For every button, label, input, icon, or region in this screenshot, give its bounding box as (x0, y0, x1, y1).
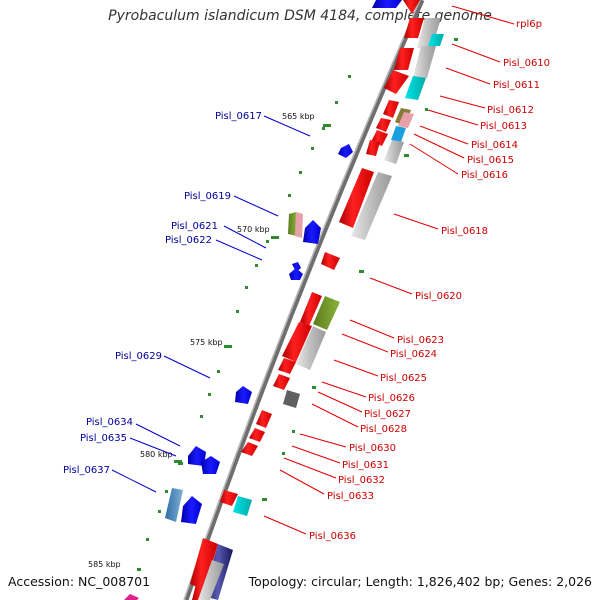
reverse-genes (124, 0, 402, 600)
gene-arrow (278, 358, 296, 374)
gene-arrow (366, 140, 380, 156)
gene-label[interactable]: Pisl_0630 (349, 443, 396, 454)
gene-label[interactable]: Pisl_0624 (390, 349, 437, 360)
gene-arrow (313, 296, 340, 330)
reverse-leaders (111, 115, 311, 493)
tick-mark (174, 460, 182, 463)
gene-arrow (220, 490, 238, 506)
gene-label[interactable]: Pisl_0619 (184, 191, 231, 202)
gene-label[interactable]: Pisl_0623 (397, 335, 444, 346)
gene-label[interactable]: Pisl_0631 (342, 460, 389, 471)
tick-mark (271, 236, 279, 239)
gene-arrow (417, 18, 441, 48)
forward-leaders (263, 5, 515, 535)
gene-arrow (256, 410, 272, 428)
tick-mark (224, 345, 232, 348)
genome-backbone-highlight (183, 0, 421, 600)
gene-arrow (283, 390, 300, 408)
gene-arrow (300, 292, 322, 326)
tick-label: 565 kbp (282, 112, 315, 121)
gene-arrow (394, 48, 414, 70)
gene-arrow (198, 560, 224, 600)
gene-arrow (165, 488, 183, 522)
gene-arrow (296, 326, 326, 370)
tick-label: 570 kbp (237, 225, 270, 234)
gene-arrow (384, 140, 404, 164)
gene-arrow (376, 118, 391, 132)
gene-arrow (295, 212, 303, 238)
gene-arrow (351, 172, 392, 240)
gene-label[interactable]: Pisl_0636 (309, 531, 356, 542)
gene-arrow (190, 538, 218, 590)
gene-arrow (372, 0, 402, 8)
gene-arrow (403, 0, 420, 14)
gene-arrow (398, 112, 414, 128)
reverse-labels: Pisl_0617 Pisl_0619 Pisl_0621 Pisl_0622 … (63, 111, 262, 476)
gene-label[interactable]: Pisl_0628 (360, 424, 407, 435)
gene-label[interactable]: Pisl_0622 (165, 235, 212, 246)
forward-labels: rpl6p Pisl_0610 Pisl_0611 Pisl_0612 Pisl… (309, 19, 550, 542)
gene-label[interactable]: Pisl_0615 (467, 155, 514, 166)
gene-label[interactable]: Pisl_0613 (480, 121, 527, 132)
topology-info: Topology: circular; Length: 1,826,402 bp… (248, 574, 592, 589)
gene-arrow (288, 212, 297, 236)
gene-label[interactable]: Pisl_0625 (380, 373, 427, 384)
gene-arrow (413, 46, 436, 78)
gene-arrow (273, 374, 290, 390)
gene-arrow (405, 76, 426, 100)
gene-arrow (289, 268, 303, 280)
gene-label[interactable]: Pisl_0612 (487, 105, 534, 116)
gene-arrow (235, 386, 252, 404)
gene-arrow (404, 18, 424, 38)
gene-label[interactable]: Pisl_0633 (327, 491, 374, 502)
tick-label: 580 kbp (140, 450, 173, 459)
gene-arrow (391, 126, 406, 142)
gene-arrow (188, 446, 206, 466)
gene-label[interactable]: Pisl_0635 (80, 433, 127, 444)
gene-arrow (339, 168, 374, 228)
gene-arrow (181, 496, 202, 524)
gene-label[interactable]: Pisl_0610 (503, 58, 550, 69)
gene-label[interactable]: Pisl_0626 (368, 393, 415, 404)
gene-label[interactable]: Pisl_0614 (471, 140, 518, 151)
gene-arrow (233, 496, 252, 516)
gene-arrow (321, 252, 340, 270)
gene-arrow (338, 144, 353, 158)
forward-genes (190, 0, 444, 600)
gene-label[interactable]: Pisl_0620 (415, 291, 462, 302)
scale-ticks: 565 kbp 570 kbp 575 kbp 580 kbp 585 kbp (88, 112, 331, 569)
gene-label[interactable]: Pisl_0618 (441, 226, 488, 237)
gene-label[interactable]: Pisl_0629 (115, 351, 162, 362)
gene-arrow (124, 594, 139, 600)
gene-label[interactable]: Pisl_0617 (215, 111, 262, 122)
gene-label[interactable]: Pisl_0616 (461, 170, 508, 181)
gene-arrow (384, 70, 409, 94)
genome-backbone (183, 0, 425, 600)
accession-info: Accession: NC_008701 (8, 574, 151, 589)
gene-arrow (282, 322, 312, 362)
map-title: Pyrobaculum islandicum DSM 4184, complet… (108, 8, 492, 24)
gene-label[interactable]: Pisl_0634 (86, 417, 133, 428)
tick-label: 585 kbp (88, 560, 121, 569)
tick-label: 575 kbp (190, 338, 223, 347)
gene-label[interactable]: Pisl_0632 (338, 475, 385, 486)
gene-label[interactable]: Pisl_0611 (493, 80, 540, 91)
gene-arrow (249, 428, 265, 442)
gene-arrow (201, 456, 220, 474)
gene-label[interactable]: rpl6p (516, 19, 542, 30)
gene-arrow (241, 442, 258, 456)
gene-arrow (428, 34, 444, 46)
gene-label[interactable]: Pisl_0637 (63, 465, 110, 476)
gene-label[interactable]: Pisl_0621 (171, 221, 218, 232)
gene-arrow (383, 100, 399, 118)
gene-label[interactable]: Pisl_0627 (364, 409, 411, 420)
tick-mark (323, 124, 331, 127)
gene-arrow (303, 220, 321, 244)
gene-arrow (292, 262, 301, 272)
